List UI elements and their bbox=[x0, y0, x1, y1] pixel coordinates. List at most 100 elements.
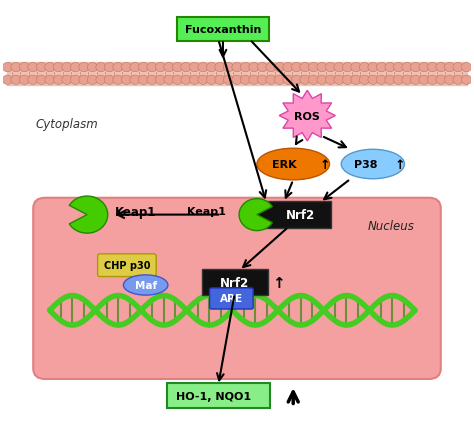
Text: ↑: ↑ bbox=[272, 275, 284, 290]
Circle shape bbox=[36, 63, 46, 72]
Circle shape bbox=[215, 63, 225, 72]
Circle shape bbox=[274, 76, 285, 85]
Circle shape bbox=[385, 76, 395, 85]
Text: HO-1, NQO1: HO-1, NQO1 bbox=[176, 391, 251, 401]
Text: ROS: ROS bbox=[294, 111, 320, 121]
Circle shape bbox=[342, 76, 353, 85]
Circle shape bbox=[70, 76, 81, 85]
Text: ↑: ↑ bbox=[394, 158, 405, 171]
Circle shape bbox=[317, 76, 327, 85]
FancyBboxPatch shape bbox=[33, 198, 441, 379]
Circle shape bbox=[173, 76, 182, 85]
Circle shape bbox=[45, 63, 55, 72]
Text: Keap1: Keap1 bbox=[115, 205, 156, 218]
FancyBboxPatch shape bbox=[167, 383, 270, 409]
Circle shape bbox=[376, 63, 387, 72]
Text: Nucleus: Nucleus bbox=[368, 219, 415, 232]
Circle shape bbox=[11, 76, 21, 85]
Circle shape bbox=[334, 76, 344, 85]
Circle shape bbox=[445, 63, 455, 72]
Circle shape bbox=[19, 63, 29, 72]
Circle shape bbox=[164, 76, 174, 85]
Circle shape bbox=[283, 76, 293, 85]
Circle shape bbox=[130, 76, 140, 85]
Circle shape bbox=[19, 76, 29, 85]
Text: Keap1: Keap1 bbox=[187, 207, 226, 217]
Circle shape bbox=[402, 76, 412, 85]
Circle shape bbox=[87, 76, 98, 85]
Circle shape bbox=[53, 76, 64, 85]
Circle shape bbox=[121, 63, 132, 72]
Circle shape bbox=[300, 76, 310, 85]
FancyBboxPatch shape bbox=[98, 254, 156, 277]
Circle shape bbox=[104, 76, 115, 85]
Circle shape bbox=[206, 63, 217, 72]
Circle shape bbox=[266, 76, 276, 85]
Circle shape bbox=[410, 76, 421, 85]
Circle shape bbox=[368, 63, 378, 72]
Circle shape bbox=[385, 63, 395, 72]
Circle shape bbox=[257, 63, 268, 72]
Wedge shape bbox=[69, 197, 108, 233]
Circle shape bbox=[53, 63, 64, 72]
Ellipse shape bbox=[341, 150, 404, 179]
Circle shape bbox=[325, 76, 336, 85]
FancyBboxPatch shape bbox=[201, 270, 268, 295]
Circle shape bbox=[461, 76, 472, 85]
Circle shape bbox=[402, 63, 412, 72]
Text: Fucoxanthin: Fucoxanthin bbox=[185, 25, 261, 35]
FancyBboxPatch shape bbox=[177, 18, 269, 42]
Circle shape bbox=[342, 63, 353, 72]
Circle shape bbox=[461, 63, 472, 72]
Circle shape bbox=[147, 76, 157, 85]
Circle shape bbox=[274, 63, 285, 72]
Circle shape bbox=[198, 63, 208, 72]
Text: ARE: ARE bbox=[220, 294, 243, 304]
Circle shape bbox=[138, 63, 149, 72]
Circle shape bbox=[189, 76, 200, 85]
Circle shape bbox=[359, 76, 370, 85]
Circle shape bbox=[223, 63, 234, 72]
Circle shape bbox=[198, 76, 208, 85]
Circle shape bbox=[147, 63, 157, 72]
Circle shape bbox=[215, 76, 225, 85]
Circle shape bbox=[249, 63, 259, 72]
Circle shape bbox=[206, 76, 217, 85]
Circle shape bbox=[376, 76, 387, 85]
Circle shape bbox=[240, 63, 251, 72]
Circle shape bbox=[28, 76, 38, 85]
Circle shape bbox=[292, 76, 301, 85]
Circle shape bbox=[62, 76, 72, 85]
Circle shape bbox=[436, 63, 446, 72]
Circle shape bbox=[428, 63, 438, 72]
FancyBboxPatch shape bbox=[255, 201, 331, 229]
Circle shape bbox=[351, 63, 361, 72]
Ellipse shape bbox=[257, 149, 329, 181]
Text: P38: P38 bbox=[354, 160, 378, 170]
Circle shape bbox=[232, 76, 242, 85]
Circle shape bbox=[155, 76, 165, 85]
Circle shape bbox=[368, 76, 378, 85]
Text: CHP p30: CHP p30 bbox=[104, 261, 150, 271]
Circle shape bbox=[257, 76, 268, 85]
Circle shape bbox=[292, 63, 301, 72]
Circle shape bbox=[138, 76, 149, 85]
Circle shape bbox=[181, 76, 191, 85]
Circle shape bbox=[249, 76, 259, 85]
Circle shape bbox=[45, 76, 55, 85]
Circle shape bbox=[164, 63, 174, 72]
Circle shape bbox=[28, 63, 38, 72]
Circle shape bbox=[173, 63, 182, 72]
Circle shape bbox=[359, 63, 370, 72]
Circle shape bbox=[104, 63, 115, 72]
Circle shape bbox=[79, 63, 89, 72]
Circle shape bbox=[232, 63, 242, 72]
Circle shape bbox=[351, 76, 361, 85]
Circle shape bbox=[181, 63, 191, 72]
Circle shape bbox=[189, 63, 200, 72]
Circle shape bbox=[121, 76, 132, 85]
Circle shape bbox=[419, 76, 429, 85]
Wedge shape bbox=[239, 199, 273, 231]
Circle shape bbox=[2, 76, 13, 85]
Circle shape bbox=[79, 76, 89, 85]
